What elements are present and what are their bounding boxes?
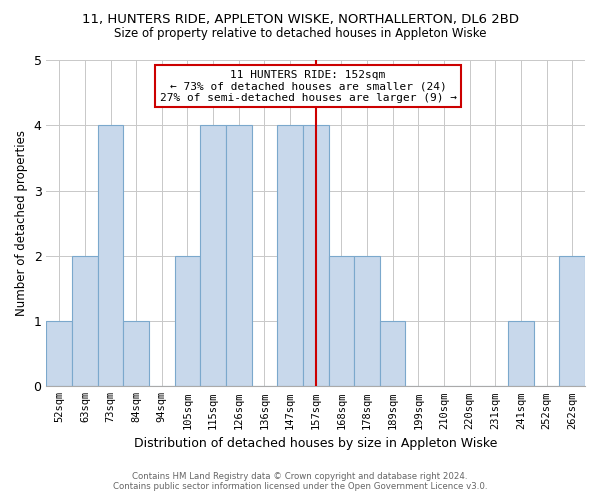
Bar <box>380 321 406 386</box>
Y-axis label: Number of detached properties: Number of detached properties <box>15 130 28 316</box>
Bar <box>354 256 380 386</box>
Text: Contains HM Land Registry data © Crown copyright and database right 2024.
Contai: Contains HM Land Registry data © Crown c… <box>113 472 487 491</box>
Bar <box>46 321 72 386</box>
Bar <box>329 256 354 386</box>
Bar <box>508 321 534 386</box>
Bar <box>277 126 303 386</box>
Bar <box>72 256 98 386</box>
Bar <box>175 256 200 386</box>
Text: 11, HUNTERS RIDE, APPLETON WISKE, NORTHALLERTON, DL6 2BD: 11, HUNTERS RIDE, APPLETON WISKE, NORTHA… <box>82 12 518 26</box>
Bar <box>226 126 251 386</box>
Text: 11 HUNTERS RIDE: 152sqm
← 73% of detached houses are smaller (24)
27% of semi-de: 11 HUNTERS RIDE: 152sqm ← 73% of detache… <box>160 70 457 103</box>
Bar <box>559 256 585 386</box>
Bar <box>124 321 149 386</box>
Bar <box>98 126 124 386</box>
Bar <box>303 126 329 386</box>
Text: Size of property relative to detached houses in Appleton Wiske: Size of property relative to detached ho… <box>114 28 486 40</box>
X-axis label: Distribution of detached houses by size in Appleton Wiske: Distribution of detached houses by size … <box>134 437 497 450</box>
Bar <box>200 126 226 386</box>
